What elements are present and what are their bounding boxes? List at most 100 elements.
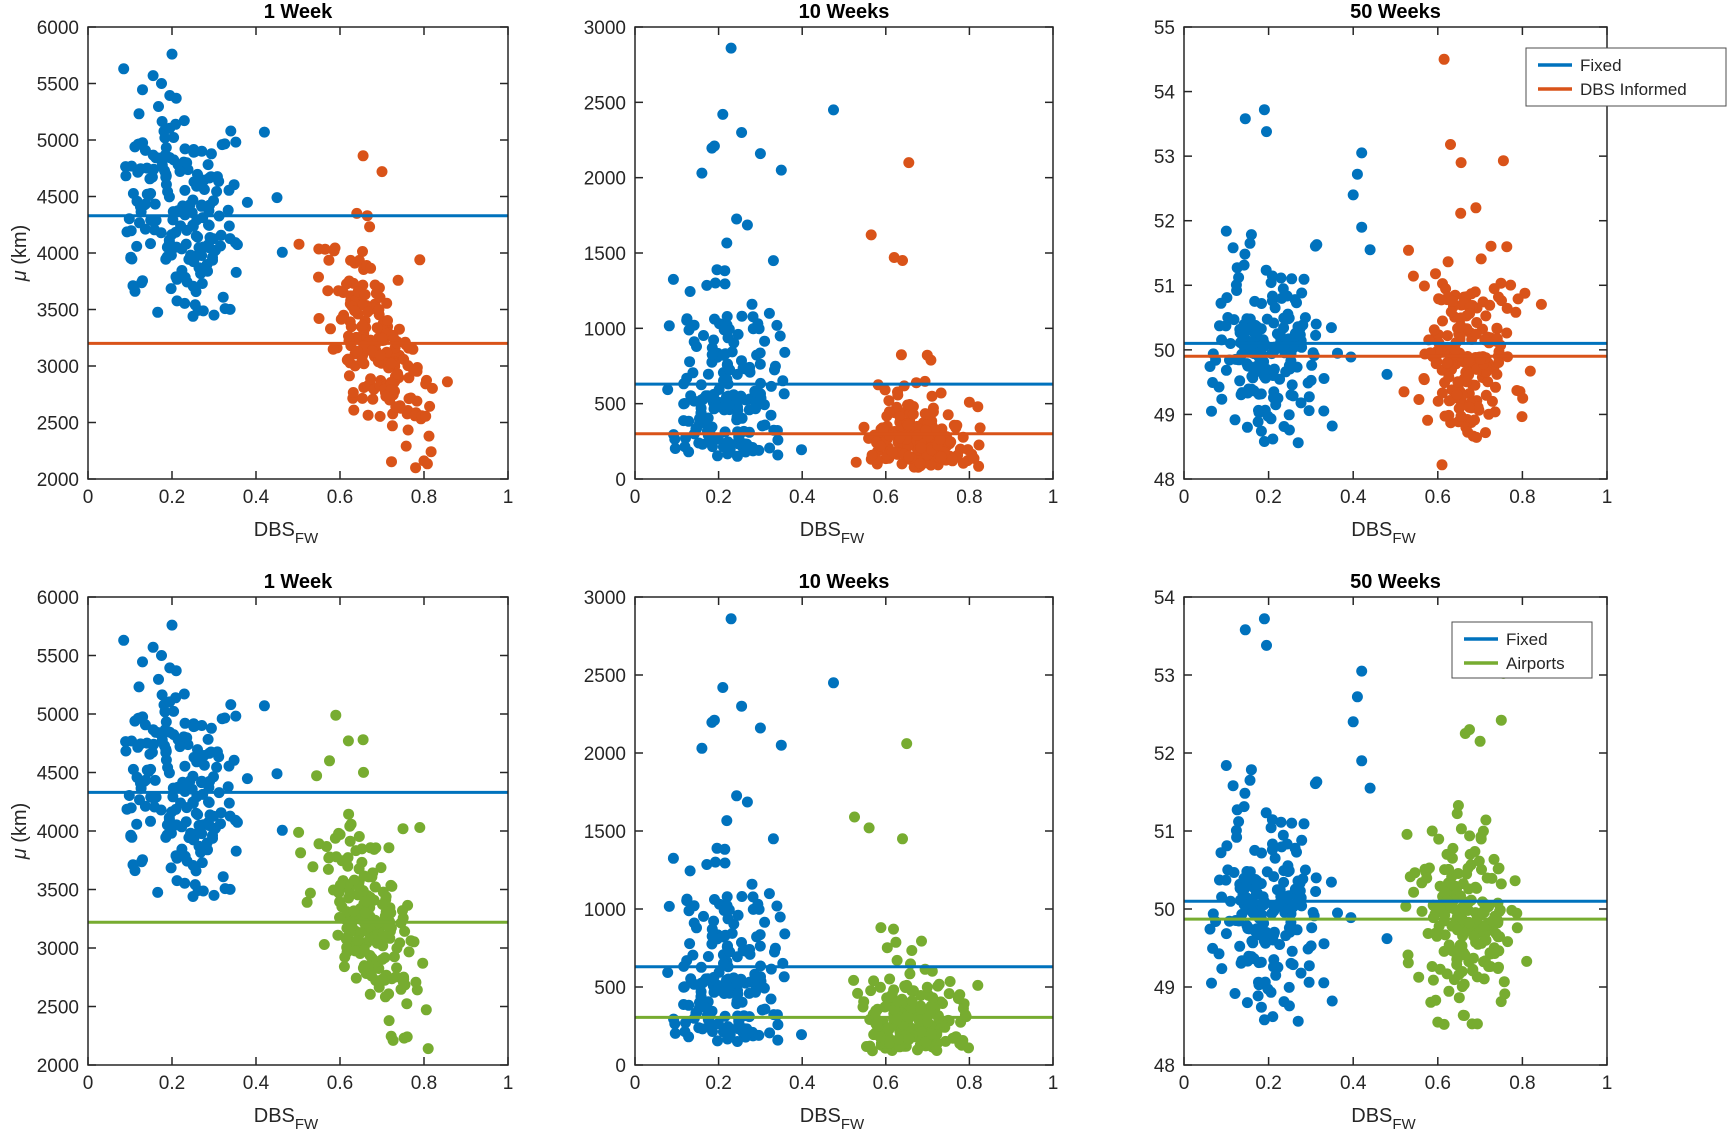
- scatter-point: [925, 1028, 937, 1040]
- scatter-point: [769, 946, 780, 958]
- scatter-point: [179, 877, 191, 889]
- scatter-point: [725, 42, 737, 54]
- scatter-point: [731, 394, 743, 406]
- scatter-point: [313, 313, 325, 324]
- plot-box: [87, 26, 509, 480]
- scatter-point: [679, 1026, 691, 1038]
- scatter-point: [857, 1001, 869, 1013]
- scatter-point: [374, 349, 386, 361]
- scatter-point: [441, 376, 453, 388]
- scatter-point: [1356, 665, 1368, 677]
- scatter-point: [160, 716, 172, 728]
- scatter-point: [376, 953, 388, 965]
- scatter-point: [725, 613, 737, 625]
- scatter-point: [1261, 639, 1272, 651]
- scatter-point: [137, 275, 148, 287]
- scatter-point: [137, 84, 148, 96]
- scatter-point: [383, 842, 395, 854]
- scatter-point: [1293, 884, 1305, 896]
- scatter-point: [1261, 866, 1273, 878]
- scatter-point: [1275, 272, 1287, 284]
- scatter-point: [1493, 961, 1504, 973]
- x-axis-label-subscript: FW: [841, 1116, 865, 1132]
- scatter-point: [1470, 328, 1482, 340]
- plot-canvas: 0 0.2 0.4 0.6 0.8 1 48 49 50 51 52 53 54 55 50 Weeks DB…: [1154, 1, 1727, 545]
- scatter-point: [1236, 348, 1248, 360]
- scatter-point: [884, 973, 896, 985]
- scatter-point: [1499, 988, 1511, 1000]
- scatter-point: [1277, 829, 1289, 841]
- scatter-point: [1398, 386, 1410, 398]
- scatter-point: [1285, 957, 1297, 969]
- scatter-point: [774, 330, 786, 342]
- x-tick-label: 1: [1602, 1073, 1613, 1094]
- y-tick-label: 6000: [37, 588, 79, 609]
- y-tick-label: 49: [1154, 978, 1175, 999]
- scatter-point: [127, 280, 139, 292]
- scatter-point: [1253, 388, 1265, 400]
- x-axis-label: DBSFW: [254, 1105, 319, 1132]
- scatter-point: [701, 1009, 713, 1021]
- y-tick-label: 1000: [584, 319, 626, 340]
- scatter-point: [403, 946, 415, 958]
- scatter-point: [747, 311, 759, 323]
- y-tick-label: 1500: [584, 822, 626, 843]
- scatter-point: [916, 1026, 928, 1038]
- scatter-point: [1289, 842, 1301, 854]
- scatter-point: [202, 733, 214, 745]
- scatter-point: [230, 845, 242, 857]
- scatter-point: [1436, 387, 1448, 399]
- scatter-point: [203, 242, 215, 254]
- scatter-point: [712, 450, 723, 462]
- scatter-point: [342, 735, 354, 747]
- scatter-point: [386, 420, 398, 432]
- scatter-point: [170, 665, 182, 677]
- scatter-point: [147, 641, 159, 653]
- legend-item-label: Fixed: [1580, 56, 1622, 75]
- scatter-point: [828, 677, 839, 689]
- scatter-point: [213, 751, 225, 763]
- scatter-point: [313, 838, 325, 850]
- scatter-point: [850, 456, 862, 468]
- scatter-point: [1289, 294, 1301, 306]
- scatter-point: [1435, 294, 1447, 306]
- scatter-point: [895, 349, 907, 361]
- scatter-point: [1268, 926, 1280, 938]
- scatter-point: [1258, 356, 1270, 368]
- y-tick-label: 2000: [584, 169, 626, 190]
- scatter-point: [203, 820, 215, 831]
- scatter-point: [731, 213, 743, 225]
- scatter-point: [927, 992, 939, 1004]
- scatter-point: [1261, 126, 1272, 138]
- scatter-point: [1451, 924, 1463, 936]
- scatter-point: [1230, 279, 1242, 291]
- y-tick-label: 52: [1154, 744, 1175, 765]
- scatter-point: [271, 768, 283, 780]
- scatter-point: [1255, 425, 1267, 437]
- scatter-point: [669, 1027, 681, 1039]
- scatter-point: [1266, 270, 1278, 282]
- scatter-point: [365, 262, 377, 274]
- scatter-point: [696, 742, 708, 754]
- scatter-point: [767, 833, 779, 845]
- scatter-point: [215, 240, 226, 252]
- y-tick-label: 48: [1154, 1056, 1175, 1077]
- scatter-point: [164, 122, 176, 134]
- tick-marks: [87, 26, 509, 480]
- scatter-point: [709, 856, 721, 868]
- scatter-point: [382, 315, 393, 326]
- x-tick-label: 0: [1179, 1073, 1190, 1094]
- scatter-point: [149, 801, 160, 813]
- scatter-point: [695, 991, 707, 1003]
- y-axis-label: μ (km): [9, 803, 31, 861]
- scatter-point: [1462, 862, 1474, 874]
- scatter-point: [706, 349, 718, 361]
- scatter-point: [1255, 1001, 1267, 1013]
- scatter-point: [217, 871, 229, 883]
- scatter-point: [373, 304, 385, 315]
- scatter-point: [897, 833, 908, 845]
- scatter-point: [133, 108, 145, 120]
- scatter-point: [1535, 298, 1547, 310]
- scatter-point: [690, 423, 702, 435]
- scatter-point: [403, 342, 415, 354]
